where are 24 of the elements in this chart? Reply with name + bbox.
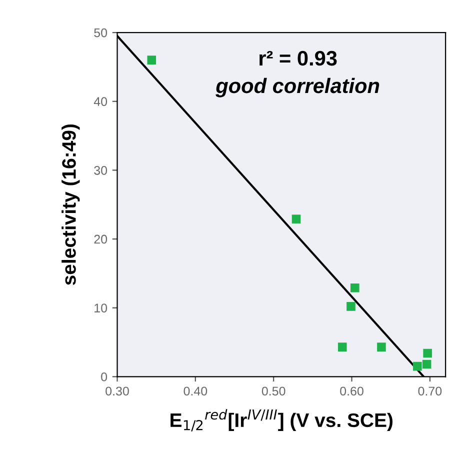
point <box>422 360 432 369</box>
point <box>338 342 347 352</box>
y-tick-label: 10 <box>94 304 108 312</box>
point <box>377 342 386 352</box>
point <box>147 56 156 64</box>
x-axis-title: E$_{1/2}$$^{red}$[Ir$^{IV/III}$] (V vs. SCE) <box>170 409 392 432</box>
y-tick-label: 20 <box>94 234 108 244</box>
y-tick-label: 0 <box>101 372 108 382</box>
point <box>292 214 301 224</box>
y-tick-label: 40 <box>94 97 108 106</box>
y-tick-label: 30 <box>94 166 108 175</box>
annotation: good correlation <box>216 78 380 98</box>
x-tick-label: 0.30 <box>106 386 129 396</box>
point <box>413 362 422 371</box>
point <box>346 302 356 311</box>
x-tick-label: 0.50 <box>262 386 286 396</box>
point <box>350 283 360 292</box>
x-tick-label: 0.60 <box>340 386 364 396</box>
y-tick-label: 50 <box>94 28 108 38</box>
annotation: r² = 0.93 <box>260 50 337 66</box>
x-tick-label: 0.40 <box>184 386 208 396</box>
point <box>423 348 432 358</box>
y-axis-title: selectivity (16:49) <box>62 124 80 285</box>
x-tick-label: 0.70 <box>418 386 442 396</box>
